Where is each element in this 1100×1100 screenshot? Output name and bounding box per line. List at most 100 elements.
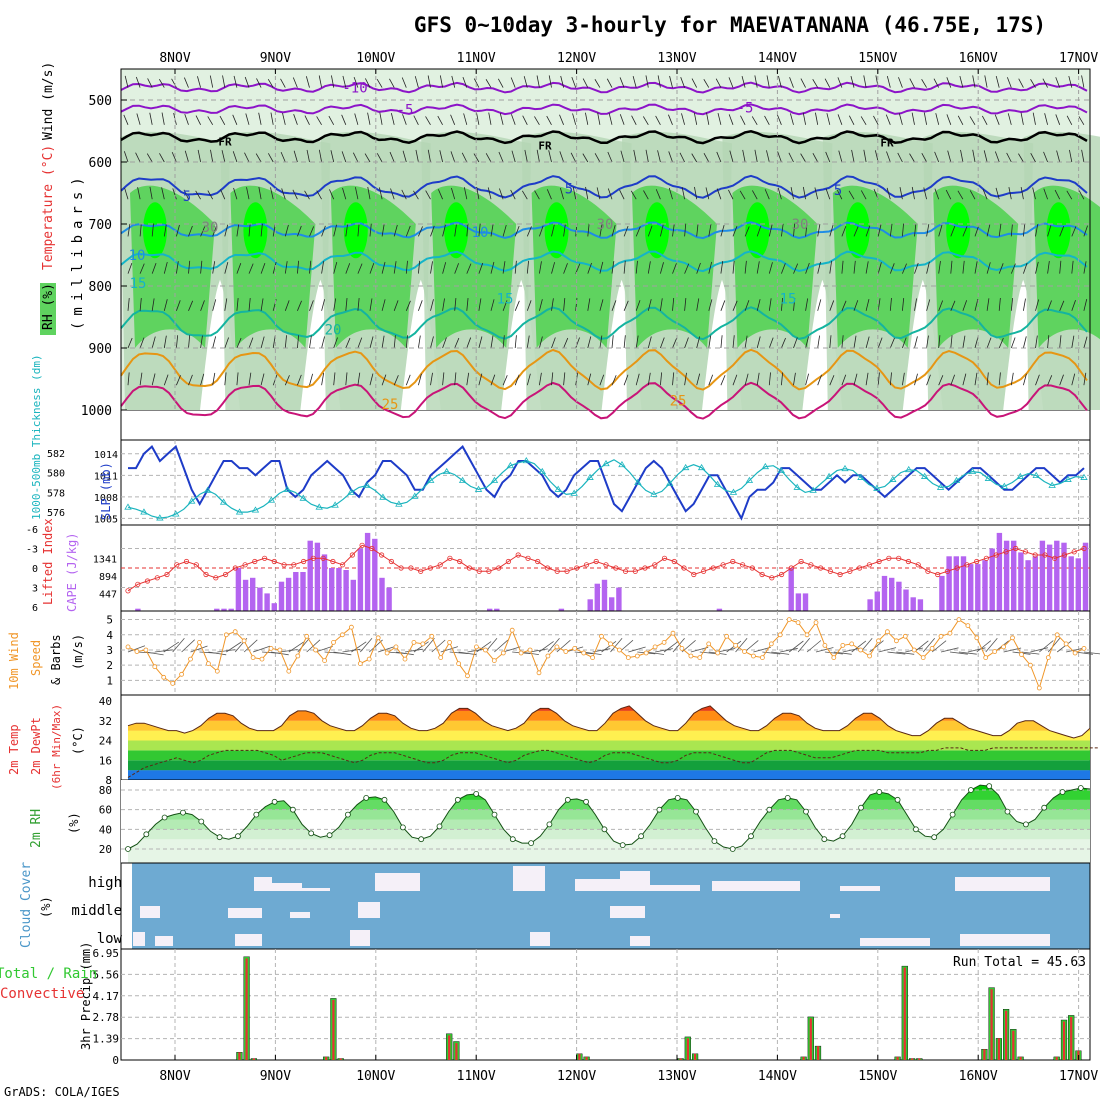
upper-wind-barb bbox=[585, 112, 589, 125]
upper-wind-barb bbox=[793, 298, 796, 311]
upper-wind-barb bbox=[236, 263, 242, 274]
thickness-point bbox=[713, 480, 722, 487]
lifted-index-point bbox=[993, 552, 999, 558]
cape-bar bbox=[939, 575, 945, 611]
upper-wind-barb bbox=[960, 149, 964, 163]
upper-wind-barb bbox=[418, 260, 421, 274]
wind-speed-point bbox=[491, 658, 497, 663]
upper-wind-barb bbox=[623, 374, 629, 386]
upper-wind-barb bbox=[476, 112, 480, 125]
upper-wind-barb bbox=[212, 261, 216, 274]
thickness-point bbox=[761, 462, 770, 470]
wind-ylabel-4: (m/s) bbox=[71, 634, 85, 670]
cape-tick-label: 1341 bbox=[93, 555, 117, 566]
upper-wind-barb bbox=[244, 76, 250, 88]
wind-tick-label: 1 bbox=[106, 674, 113, 687]
contour-label: 15 bbox=[780, 291, 797, 307]
upper-wind-barb bbox=[680, 77, 685, 88]
upper-wind-barb bbox=[647, 225, 653, 237]
upper-wind-barb bbox=[744, 260, 747, 274]
cape-bar bbox=[1061, 542, 1067, 611]
cloud-block bbox=[630, 936, 650, 946]
precip-panel: 6.955.564.172.781.390 Run Total = 45.63 … bbox=[0, 942, 1091, 1067]
upper-wind-barb bbox=[974, 372, 978, 386]
upper-wind-barb bbox=[751, 116, 758, 126]
day-label-bottom: 10NOV bbox=[356, 1069, 395, 1084]
upper-wind-barb bbox=[499, 113, 504, 125]
upper-wind-barb bbox=[694, 186, 698, 200]
precip-convective-bar bbox=[238, 1052, 241, 1060]
wind-speed-point bbox=[947, 630, 953, 636]
cape-bar bbox=[1032, 556, 1038, 611]
upper-wind-barb bbox=[715, 78, 722, 88]
upper-wind-barb bbox=[643, 190, 649, 200]
wind-speed-point bbox=[563, 649, 569, 654]
wind-speed-point bbox=[223, 632, 229, 638]
lifted-index-point bbox=[817, 565, 824, 571]
upper-wind-barb bbox=[293, 114, 298, 125]
upper-wind-barb bbox=[490, 374, 496, 386]
temp-ticks: 40 32 24 16 8 bbox=[99, 695, 113, 787]
upper-wind-barb bbox=[764, 189, 770, 200]
upper-wind-barb bbox=[777, 187, 782, 200]
upper-wind-barb bbox=[853, 373, 858, 386]
upper-ylabel-temp: Temperature (°C) bbox=[41, 145, 56, 270]
upper-wind-barb bbox=[197, 149, 201, 163]
isotherm-20 bbox=[120, 306, 1088, 341]
upper-wind-barb bbox=[914, 223, 917, 237]
upper-wind-barb bbox=[708, 261, 713, 274]
upper-wind-barb bbox=[914, 336, 918, 349]
upper-wind-barb bbox=[197, 76, 201, 88]
upper-wind-barb bbox=[647, 261, 651, 274]
upper-wind-barb bbox=[969, 116, 976, 126]
lifted-index-point bbox=[710, 565, 716, 571]
upper-wind-barb bbox=[490, 299, 495, 311]
lifted-index-point bbox=[135, 581, 141, 587]
upper-wind-barb bbox=[805, 373, 809, 386]
upper-wind-barb bbox=[898, 77, 903, 88]
upper-wind-barb bbox=[510, 77, 516, 88]
cape-bar bbox=[278, 581, 285, 611]
thickness-point bbox=[283, 485, 292, 492]
wind-speed-point bbox=[724, 633, 729, 639]
upper-wind-barb bbox=[611, 335, 614, 349]
upper-wind-barb bbox=[632, 76, 637, 88]
upper-wind-barb bbox=[623, 335, 626, 349]
wind-barb bbox=[646, 651, 665, 655]
upper-wind-barb bbox=[923, 187, 927, 200]
lifted-index-point bbox=[535, 558, 541, 565]
cloud-ylabel-2: (%) bbox=[39, 896, 53, 918]
wind-speed-point bbox=[161, 674, 167, 680]
upper-wind-barb bbox=[272, 261, 277, 274]
upper-wind-barb bbox=[466, 337, 472, 349]
lifted-index-point bbox=[954, 565, 960, 571]
upper-wind-barb bbox=[720, 224, 725, 237]
rh2m-tick-label: 20 bbox=[99, 843, 112, 856]
upper-wind-barb bbox=[768, 224, 773, 237]
upper-wind-barb bbox=[502, 261, 506, 274]
upper-wind-barb bbox=[572, 187, 577, 200]
thickness-tick-label: 576 bbox=[47, 508, 65, 519]
upper-wind-barb bbox=[959, 75, 964, 88]
upper-wind-barb bbox=[599, 224, 603, 237]
upper-wind-barb bbox=[268, 153, 274, 163]
upper-wind-barb bbox=[521, 190, 528, 200]
upper-wind-barb bbox=[865, 372, 869, 386]
upper-wind-barb bbox=[812, 153, 819, 163]
lifted-index-point bbox=[749, 565, 755, 571]
upper-wind-barb bbox=[463, 187, 468, 200]
cape-bar bbox=[228, 608, 234, 611]
upper-wind-barb bbox=[236, 297, 239, 311]
rh2m-point bbox=[1059, 789, 1066, 795]
upper-wind-barb bbox=[933, 78, 940, 88]
cape-bar bbox=[896, 581, 902, 611]
upper-wind-barb bbox=[972, 75, 976, 88]
wind-barb bbox=[315, 645, 333, 653]
precip-convective-bar bbox=[455, 1043, 458, 1060]
upper-wind-barb bbox=[357, 372, 361, 386]
upper-wind-barb bbox=[647, 336, 652, 349]
slp-tick-label: 1014 bbox=[94, 450, 118, 461]
wind-speed-point bbox=[751, 653, 756, 659]
lifted-index-point bbox=[486, 568, 492, 574]
upper-wind-barb bbox=[376, 153, 383, 163]
